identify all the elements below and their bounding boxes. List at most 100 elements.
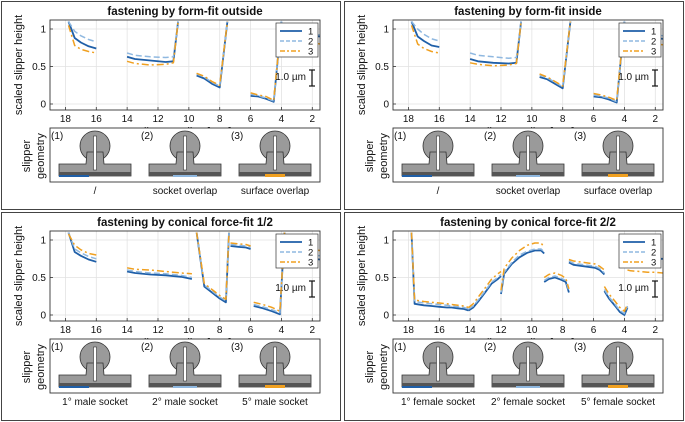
x-tick-label: 12	[495, 325, 507, 336]
slipper-geometry-2	[148, 341, 222, 388]
geometry-caption: 1° male socket	[62, 397, 128, 408]
scale-bar-label: 1.0 µm	[275, 72, 306, 83]
series-3-line	[126, 267, 192, 275]
slipper-bore-shape	[273, 135, 277, 171]
panel-conical-force-fit-1: fastening by conical force-fit 1/2 18 16 14…	[1, 212, 341, 421]
scale-bar-label: 1.0 µm	[618, 72, 649, 83]
slipper-bore-shape	[273, 346, 277, 382]
legend-entry-2: 2	[651, 37, 656, 48]
y-tick-label: 1	[40, 25, 46, 36]
slipper-sealing-land-shape	[149, 383, 221, 387]
plot-frame	[49, 230, 321, 322]
x-tick-label: 4	[622, 325, 628, 336]
legend-entry-3: 3	[308, 258, 313, 269]
geometry-caption: socket overlap	[153, 186, 218, 197]
legend-entry-1: 1	[308, 27, 313, 38]
series-3-line	[230, 242, 251, 247]
chart-title: fastening by form-fit outside	[107, 6, 262, 18]
series-2-line	[469, 21, 522, 60]
legend: 123	[275, 22, 319, 58]
x-tick-label: 16	[434, 325, 446, 336]
series-2-line	[500, 248, 545, 293]
x-tick-label: 14	[465, 114, 477, 125]
y-tick-label: 0.5	[32, 62, 46, 73]
variant-marker: (2)	[484, 342, 496, 353]
x-tick-label: 8	[560, 325, 566, 336]
legend-entry-1: 1	[651, 27, 656, 38]
x-tick-label: 4	[279, 114, 285, 125]
x-tick-label: 10	[526, 114, 538, 125]
series-3-line	[568, 258, 605, 271]
y-tick-label: 1	[383, 236, 389, 247]
legend: 123	[618, 22, 662, 58]
y-tick-label: 0.5	[375, 62, 389, 73]
series-2-line	[253, 232, 286, 314]
y-tick-label: 0.5	[32, 273, 46, 284]
slipper-bore-shape	[616, 135, 620, 171]
x-tick-label: 2	[653, 114, 659, 125]
series-1-line	[410, 21, 440, 48]
geometry-caption: 1° female socket	[401, 397, 475, 408]
slipper-bore-shape	[436, 135, 440, 171]
slipper-geometry-1	[58, 130, 132, 177]
y-axis-label: scaled slipper height	[356, 226, 368, 326]
series-3-line	[543, 272, 570, 290]
series-3-line	[410, 232, 469, 309]
slipper-sealing-land-shape	[59, 172, 131, 176]
y-tick-label: 0	[40, 100, 46, 111]
slipper-geometry-2	[491, 130, 565, 177]
series-2-line	[67, 21, 97, 43]
x-tick-label: 14	[465, 325, 477, 336]
geometry-label: slipper	[21, 350, 33, 383]
slipper-sealing-land-shape	[59, 383, 131, 387]
slipper-fastening-zone	[265, 385, 285, 388]
x-tick-label: 18	[60, 114, 72, 125]
series-3-line	[250, 21, 283, 102]
series-2-line	[410, 232, 469, 310]
series-3-line	[603, 286, 629, 313]
x-tick-label: 16	[91, 114, 103, 125]
series-1-line	[126, 270, 193, 280]
slipper-sealing-land-shape	[402, 172, 474, 176]
series-2-line	[593, 21, 626, 103]
geometry-label: geometry	[35, 133, 47, 179]
variant-marker: (1)	[51, 131, 63, 142]
y-tick-label: 0	[383, 311, 389, 322]
slipper-bore-shape	[616, 346, 620, 382]
geometry-caption: /	[94, 186, 97, 197]
geometry-label: slipper	[364, 350, 376, 383]
variant-marker: (3)	[574, 131, 586, 142]
x-tick-label: 6	[248, 325, 254, 336]
legend-entry-1: 1	[308, 238, 313, 249]
slipper-fastening-zone	[402, 386, 432, 388]
legend-entry-3: 3	[651, 258, 656, 269]
series-2-line	[410, 21, 440, 42]
geometry-caption: 2° female socket	[491, 397, 565, 408]
plot-frame	[392, 19, 664, 111]
series-3-line	[196, 21, 229, 87]
series-3-line	[500, 242, 545, 291]
slipper-fastening-zone	[59, 386, 89, 388]
plot-frame	[392, 230, 664, 322]
x-tick-label: 18	[403, 114, 415, 125]
legend-entry-3: 3	[651, 47, 656, 58]
series-2-line	[568, 260, 605, 274]
series-1-line	[410, 232, 469, 312]
geometry-caption: /	[437, 186, 440, 197]
geometry-label: geometry	[35, 344, 47, 390]
slipper-sealing-land-shape	[149, 172, 221, 176]
variant-marker: (2)	[484, 131, 496, 142]
variant-marker: (2)	[141, 342, 153, 353]
series-2-line	[230, 243, 251, 249]
x-tick-label: 4	[622, 114, 628, 125]
geometry-label: geometry	[378, 133, 390, 179]
slipper-bore-shape	[526, 346, 530, 382]
variant-marker: (1)	[394, 131, 406, 142]
variant-marker: (3)	[574, 342, 586, 353]
chart-svg: fastening by conical force-fit 2/218 16 14…	[356, 217, 664, 408]
slipper-fastening-zone	[173, 175, 197, 177]
series-3-line	[627, 269, 663, 274]
chart-svg: fastening by conical force-fit 1/218 16 14…	[13, 217, 321, 408]
chart-title: fastening by conical force-fit 2/2	[440, 217, 616, 229]
